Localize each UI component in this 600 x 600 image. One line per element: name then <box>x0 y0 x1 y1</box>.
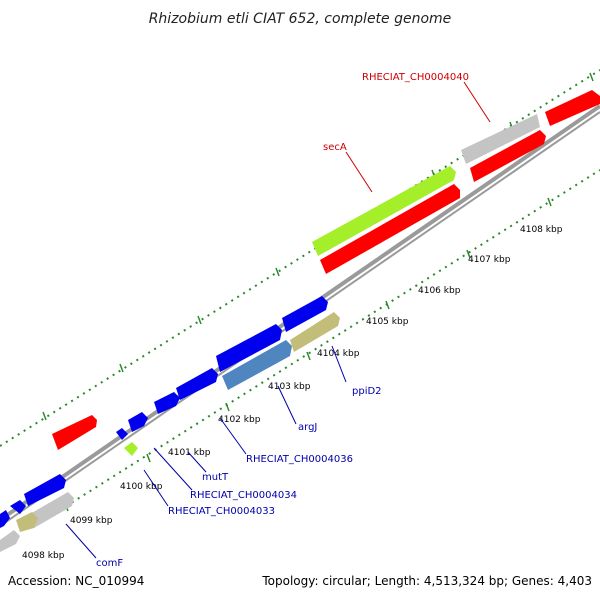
accession-text: Accession: NC_010994 <box>8 574 144 588</box>
gene-blue-3[interactable] <box>24 474 66 506</box>
kbp-label: 4108 kbp <box>520 225 563 235</box>
kbp-scale: 4098 kbp 4099 kbp 4100 kbp 4101 kbp 4102… <box>22 225 563 561</box>
kbp-label: 4106 kbp <box>418 286 461 296</box>
gene-label-ppid2[interactable]: ppiD2 <box>352 386 382 397</box>
gene-seca[interactable] <box>312 166 456 256</box>
gene-forward-red-left[interactable] <box>52 415 97 450</box>
kbp-label: 4104 kbp <box>317 349 360 359</box>
genome-summary-text: Topology: circular; Length: 4,513,324 bp… <box>261 574 592 588</box>
kbp-label: 4099 kbp <box>70 516 113 526</box>
gene-mutt[interactable] <box>154 392 180 414</box>
page-title: Rhizobium etli CIAT 652, complete genome <box>149 11 452 27</box>
gene-label-rheciat-ch0004033[interactable]: RHECIAT_CH0004033 <box>168 506 275 517</box>
gene-red-secA-lower[interactable] <box>320 184 460 274</box>
gene-label-rheciat-ch0004040[interactable]: RHECIAT_CH0004040 <box>362 72 469 83</box>
outer-major-ticks <box>42 72 594 421</box>
gene-ppid2[interactable] <box>290 312 340 352</box>
gene-blue-1[interactable] <box>282 296 328 332</box>
gene-rheciat-ch0004034[interactable] <box>116 428 128 440</box>
gene-rheciat-ch0004033[interactable] <box>124 442 138 456</box>
kbp-label: 4103 kbp <box>268 382 311 392</box>
gene-gray-left[interactable] <box>30 492 74 528</box>
label-leaders <box>65 81 491 559</box>
gene-label-argj[interactable]: argJ <box>298 422 317 433</box>
gene-khaki-left[interactable] <box>16 512 38 532</box>
gene-label-comf[interactable]: comF <box>96 558 123 569</box>
gene-rheciat-ch0004036[interactable] <box>176 368 218 400</box>
gene-label-seca[interactable]: secA <box>323 142 347 153</box>
gene-gray-edge[interactable] <box>0 530 20 552</box>
reverse-genes <box>0 130 546 552</box>
kbp-label: 4107 kbp <box>468 255 511 265</box>
kbp-label: 4102 kbp <box>218 415 261 425</box>
gene-blue-small-a[interactable] <box>128 412 148 432</box>
gene-rheciat-ch0004040[interactable] <box>461 114 540 164</box>
gene-forward-red-right[interactable] <box>545 90 600 126</box>
kbp-label: 4105 kbp <box>366 317 409 327</box>
gene-blue-edge[interactable] <box>0 510 10 528</box>
gene-label-rheciat-ch0004034[interactable]: RHECIAT_CH0004034 <box>190 490 297 501</box>
inner-tick-track <box>59 169 600 511</box>
gene-label-mutt[interactable]: mutT <box>202 472 229 483</box>
kbp-label: 4100 kbp <box>120 482 163 492</box>
gene-blue-small-b[interactable] <box>10 500 26 514</box>
gene-red-upper-right[interactable] <box>470 130 546 182</box>
gene-label-rheciat-ch0004036[interactable]: RHECIAT_CH0004036 <box>246 454 353 465</box>
gene-argj[interactable] <box>222 340 292 390</box>
kbp-label: 4098 kbp <box>22 551 65 561</box>
forward-genes <box>52 90 600 450</box>
gene-blue-2[interactable] <box>216 324 282 372</box>
inner-major-ticks <box>64 197 552 512</box>
gene-labels: RHECIAT_CH0004040 secA ppiD2 argJ RHECIA… <box>96 72 469 569</box>
